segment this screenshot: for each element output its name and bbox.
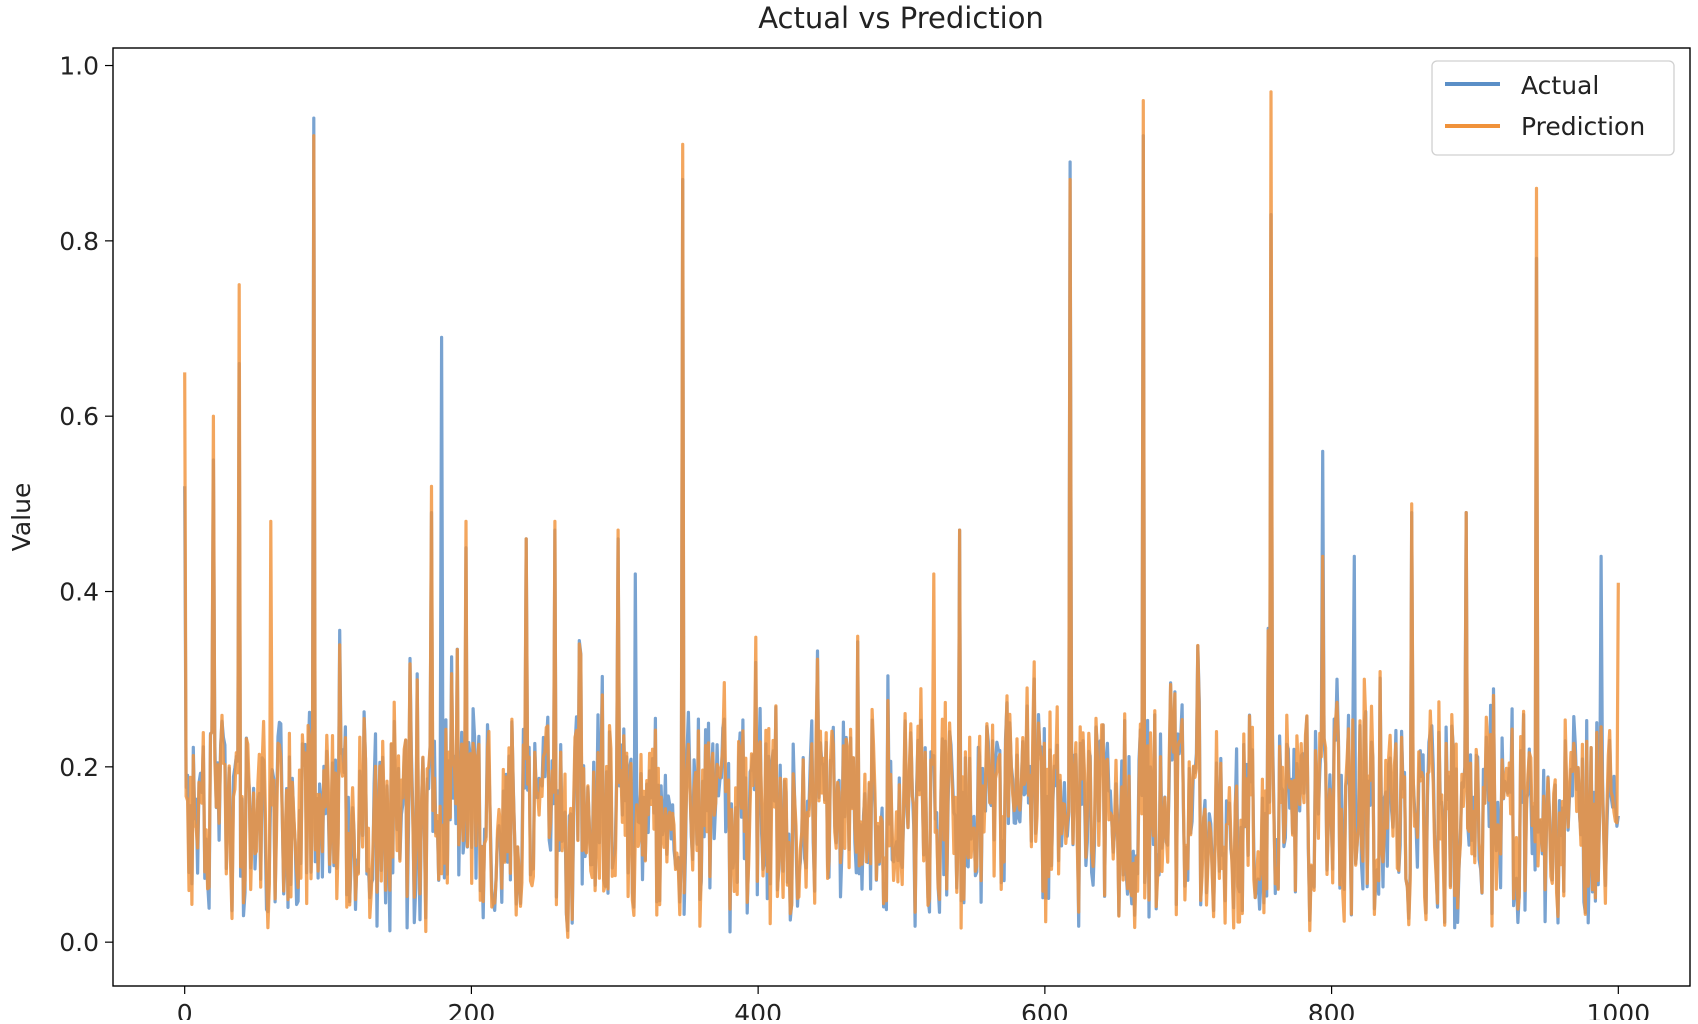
y-tick-label: 0.8 xyxy=(59,227,99,256)
series-line-prediction xyxy=(183,90,1620,939)
y-axis-label: Value xyxy=(7,483,36,552)
y-tick-label: 0.0 xyxy=(59,928,99,957)
x-tick-label: 400 xyxy=(734,999,782,1020)
x-axis: 0 200 400 600 800 1000 xyxy=(177,986,1651,1024)
x-tick-label: 1000 xyxy=(1587,999,1651,1020)
x-tick-label: 200 xyxy=(448,999,496,1020)
series-layer xyxy=(183,90,1620,939)
legend: Actual Prediction xyxy=(1431,60,1675,156)
chart-title: Actual vs Prediction xyxy=(758,1,1044,35)
legend-label-actual: Actual xyxy=(1521,71,1599,100)
y-tick-label: 0.6 xyxy=(59,402,99,431)
y-tick-label: 0.4 xyxy=(59,578,99,607)
y-tick-label: 1.0 xyxy=(59,52,99,81)
y-tick-label: 0.2 xyxy=(59,753,99,782)
legend-label-prediction: Prediction xyxy=(1521,112,1645,141)
x-tick-label: 0 xyxy=(177,999,193,1020)
x-tick-label: 600 xyxy=(1021,999,1069,1020)
plot-area xyxy=(112,47,1691,987)
y-axis: 0.0 0.2 0.4 0.6 0.8 1.0 xyxy=(59,52,113,957)
x-tick-label: 800 xyxy=(1308,999,1356,1020)
